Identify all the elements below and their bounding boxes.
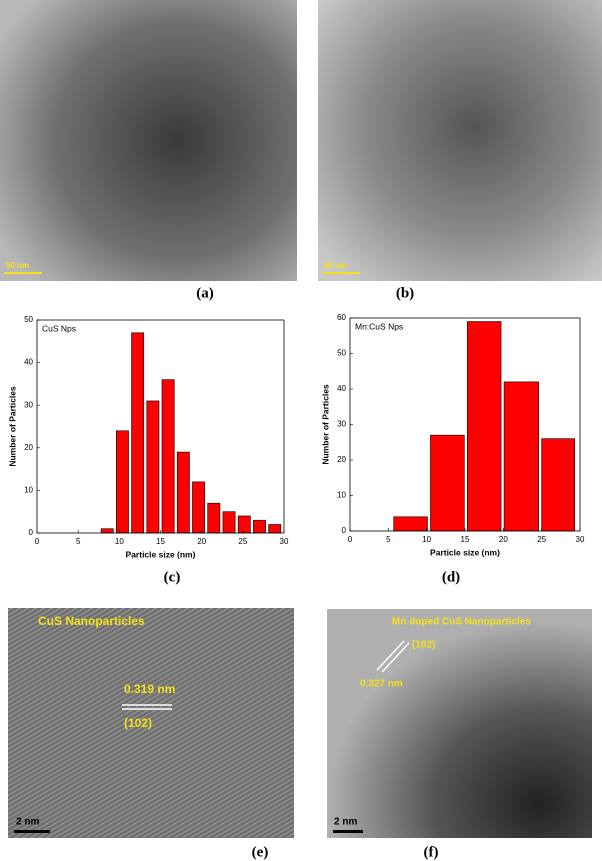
y-tick-label: 20: [337, 455, 346, 464]
bar: [237, 515, 251, 534]
tem-image-b: [318, 0, 602, 281]
bar: [146, 400, 160, 534]
annotation: Mn:CuS Nps: [355, 321, 403, 331]
x-tick-label: 20: [499, 535, 508, 544]
spacing-label: 0.327 nm: [360, 679, 403, 690]
x-tick-label: 0: [35, 537, 40, 546]
scale-bar: [14, 830, 50, 833]
y-tick-label: 50: [24, 315, 33, 324]
annotation: CuS Nps: [42, 323, 76, 333]
x-tick-label: 25: [238, 537, 247, 546]
scale-label: 50 nm: [324, 261, 347, 270]
panel-label: (d): [442, 569, 460, 585]
y-axis-label: Number of Particles: [7, 386, 17, 467]
scale-label: 2 nm: [16, 817, 39, 828]
image-title: Mn doped CuS Nanoparticles: [392, 617, 531, 628]
y-tick-label: 10: [337, 491, 346, 500]
y-tick-label: 60: [337, 313, 346, 322]
bar: [131, 332, 145, 534]
fringe-marker: [376, 640, 405, 671]
scale-bar: [4, 272, 42, 274]
fringe-marker: [381, 642, 410, 673]
hrtem-image-e: [8, 608, 294, 838]
y-tick-label: 0: [29, 528, 34, 537]
bar: [466, 321, 502, 532]
y-tick-label: 0: [342, 526, 347, 535]
scale-bar: [333, 830, 363, 833]
x-tick-label: 15: [461, 535, 470, 544]
bar: [503, 381, 539, 532]
plane-label: (102): [124, 716, 152, 730]
y-tick-label: 30: [337, 420, 346, 429]
bar: [161, 379, 175, 534]
bar: [100, 528, 114, 534]
scale-label: 50 nm: [6, 261, 29, 270]
x-tick-label: 10: [115, 537, 124, 546]
x-tick-label: 25: [537, 535, 546, 544]
tem-image-a: [0, 0, 297, 281]
bar: [116, 430, 129, 534]
x-tick-label: 20: [197, 537, 206, 546]
bar: [207, 502, 221, 534]
x-tick-label: 30: [280, 537, 289, 546]
y-tick-label: 10: [24, 486, 33, 495]
y-tick-label: 50: [337, 349, 346, 358]
bar: [541, 438, 575, 532]
bar: [430, 434, 465, 532]
x-axis-label: Particle size (nm): [430, 547, 500, 557]
y-tick-label: 40: [337, 384, 346, 393]
plot-frame: [36, 319, 285, 534]
bar: [393, 516, 428, 532]
x-tick-label: 0: [348, 535, 353, 544]
bar: [253, 519, 266, 534]
panel-label: (c): [164, 569, 181, 585]
panel-label: (b): [396, 285, 414, 301]
panel-label: (e): [252, 844, 269, 860]
scale-bar: [322, 272, 360, 274]
plane-label: (102): [412, 640, 435, 651]
hrtem-image-f: [327, 609, 592, 838]
y-tick-label: 30: [24, 400, 33, 409]
y-axis-label: Number of Particles: [320, 384, 330, 465]
x-tick-label: 5: [76, 537, 81, 546]
scale-label: 2 nm: [334, 817, 357, 828]
image-title: CuS Nanoparticles: [38, 614, 145, 628]
x-tick-label: 15: [156, 537, 165, 546]
y-tick-label: 20: [24, 443, 33, 452]
x-tick-label: 10: [422, 535, 431, 544]
panel-label: (f): [424, 844, 439, 860]
bar: [176, 451, 190, 534]
spacing-label: 0.319 nm: [124, 682, 175, 696]
y-tick-label: 40: [24, 358, 33, 367]
bar: [268, 524, 282, 534]
x-tick-label: 5: [386, 535, 391, 544]
x-tick-label: 30: [576, 535, 585, 544]
x-axis-label: Particle size (nm): [126, 549, 196, 559]
panel-label: (a): [196, 285, 214, 301]
bar: [192, 481, 205, 534]
bar: [222, 511, 236, 534]
